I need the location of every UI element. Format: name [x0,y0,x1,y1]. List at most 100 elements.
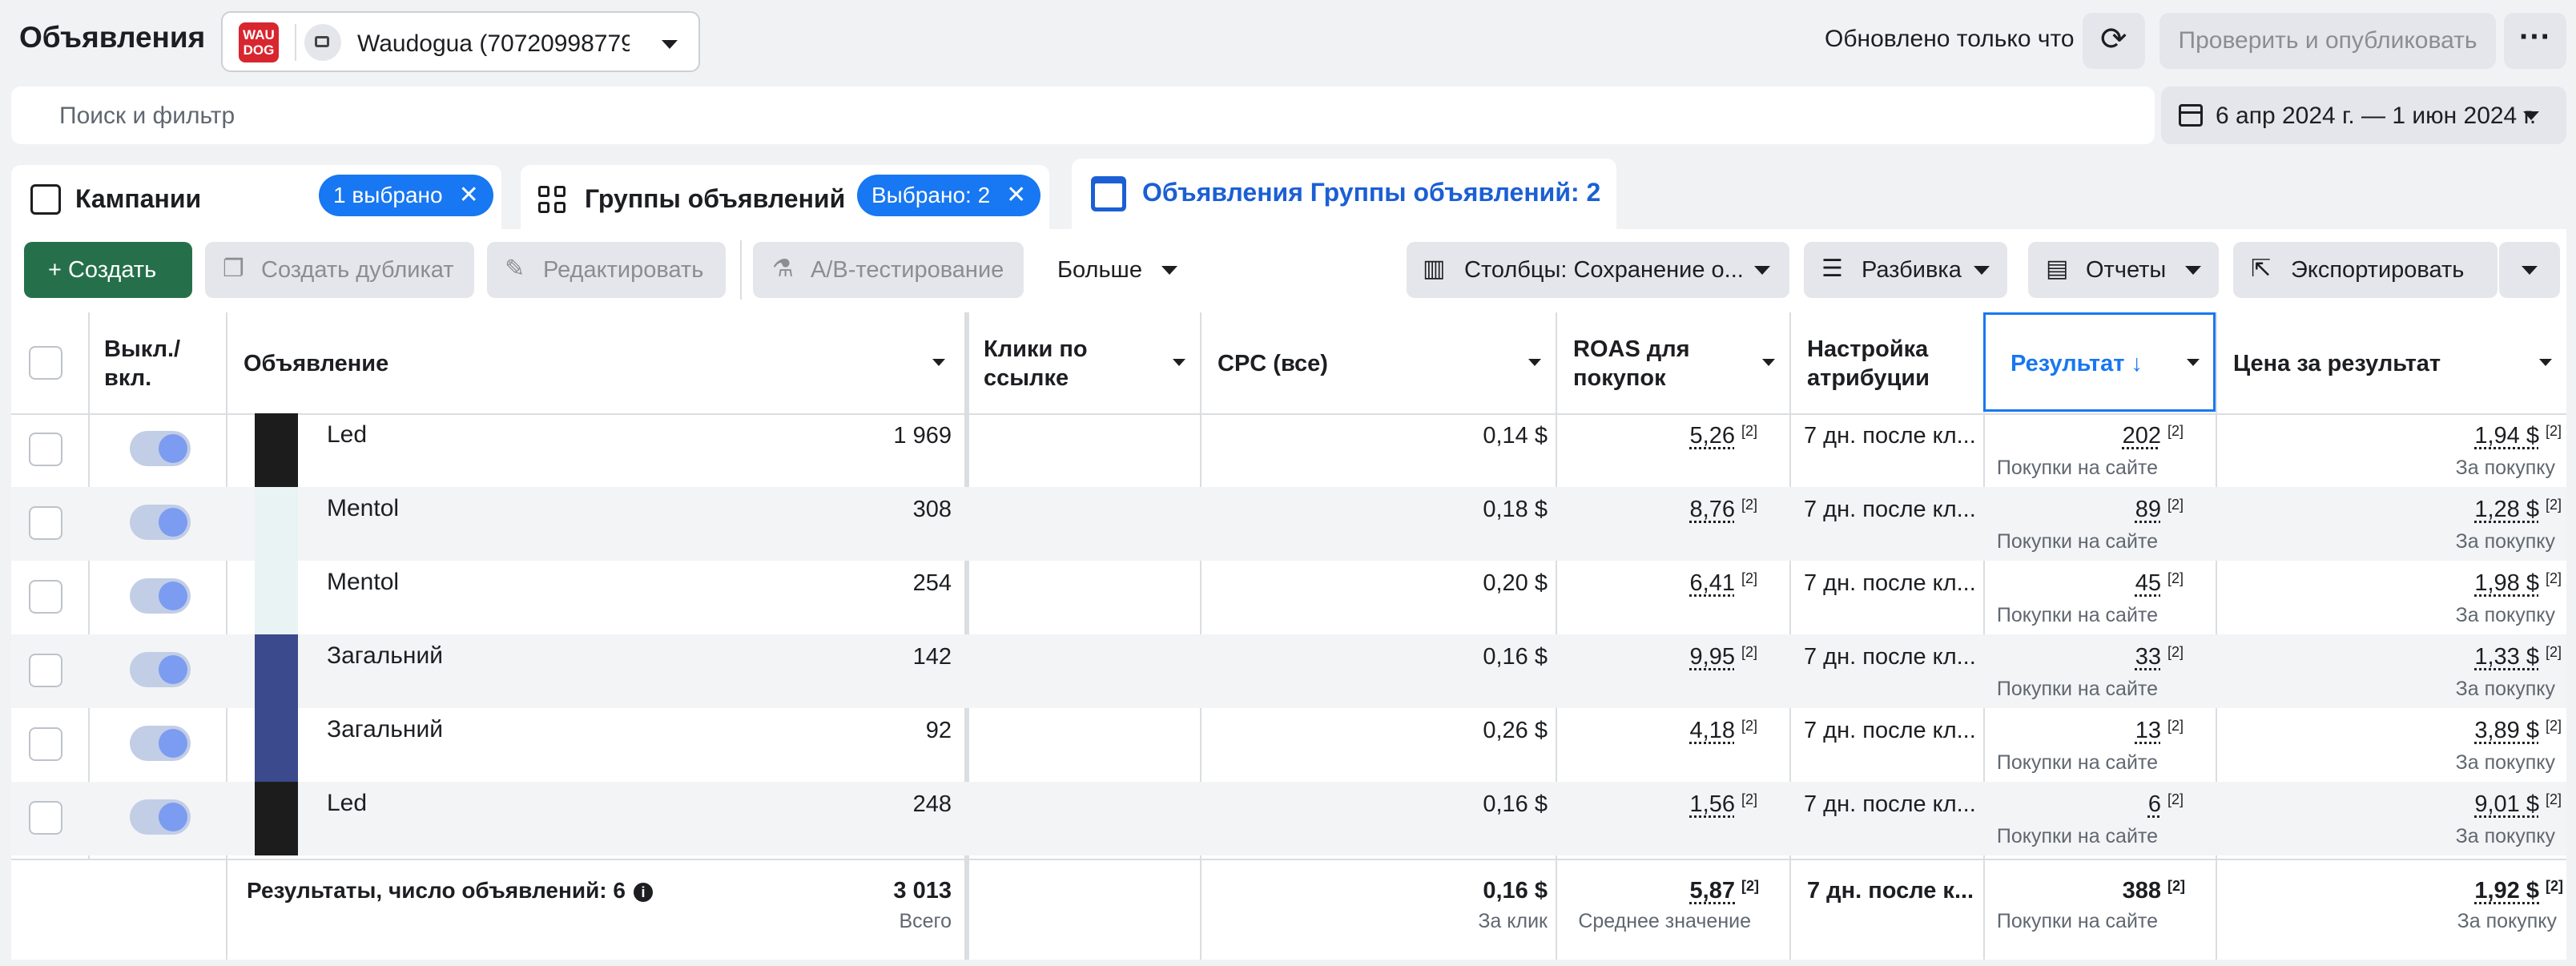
tab-ads[interactable]: Объявления Группы объявлений: 2 [1072,159,1616,232]
refresh-button[interactable] [2083,13,2145,69]
tab-campaigns[interactable]: Кампании 1 выбрано ✕ [11,165,501,235]
ad-thumbnail[interactable] [255,561,298,634]
columns-dropdown[interactable]: ▥ Столбцы: Сохранение о... [1407,242,1789,298]
cost-value[interactable]: 1,98 $ [2474,570,2539,596]
info-icon[interactable]: i [633,882,653,902]
search-input[interactable]: Поиск и фильтр [11,87,2155,144]
result-value[interactable]: 13 [2135,718,2161,743]
roas-value[interactable]: 6,41 [1689,570,1735,596]
row-checkbox[interactable] [29,801,62,835]
selected-badge[interactable]: 1 выбрано ✕ [319,175,493,216]
sort-caret-icon[interactable] [1762,359,1775,366]
sort-caret-icon[interactable] [1528,359,1541,366]
roas-value[interactable]: 5,26 [1689,423,1735,449]
select-all-checkbox[interactable] [29,346,62,380]
ad-name[interactable]: Mentol [327,495,400,521]
duplicate-button[interactable]: ❐ Создать дубликат [205,242,474,298]
attribution-cell: 7 дн. после кл... [1804,423,1976,449]
sort-caret-icon[interactable] [1173,359,1185,366]
summary-roas-sub: Среднее значение [1578,910,1751,932]
column-header-cpc[interactable]: CPC (все) [1218,351,1328,376]
ad-thumbnail[interactable] [255,487,298,561]
cost-value[interactable]: 9,01 $ [2474,791,2539,817]
ad-status-toggle[interactable] [130,799,191,835]
cpc-cell: 0,16 $ [1483,644,1548,670]
more-options-button[interactable]: ··· [2504,13,2566,69]
active-sort-column-header[interactable] [1983,312,2216,412]
result-value[interactable]: 45 [2135,570,2161,596]
footnote-marker: [2] [1741,570,1757,586]
ad-thumbnail[interactable] [255,634,298,708]
breakdown-dropdown[interactable]: ☰ Разбивка [1804,242,2007,298]
result-sub: Покупки на сайте [1996,604,2158,626]
ad-name[interactable]: Загальний [327,716,443,743]
row-checkbox[interactable] [29,654,62,687]
summary-cost: 1,92 $ [2] [2474,878,2563,904]
selected-badge[interactable]: Выбрано: 2 ✕ [857,175,1041,216]
column-header-ad[interactable]: Объявление [244,351,389,376]
ad-status-toggle[interactable] [130,578,191,614]
column-header-cost[interactable]: Цена за результат [2233,351,2441,376]
table-row[interactable]: Mentol 308 0,18 $ 8,76 [2] 7 дн. после кл... 8… [11,487,2566,561]
result-sub: Покупки на сайте [1996,457,2158,479]
export-button[interactable]: ⇱ Экспортировать [2233,242,2498,298]
cost-value[interactable]: 1,28 $ [2474,497,2539,522]
export-options-dropdown[interactable] [2499,242,2560,298]
cost-value[interactable]: 3,89 $ [2474,718,2539,743]
tab-ad-sets[interactable]: Группы объявлений Выбрано: 2 ✕ [521,165,1049,235]
summary-roas-value[interactable]: 5,87 [1689,878,1735,904]
sort-caret-icon[interactable] [2187,359,2200,366]
row-checkbox[interactable] [29,506,62,540]
table-row[interactable]: Загальний 142 0,16 $ 9,95 [2] 7 дн. после кл.… [11,634,2566,708]
ab-test-button[interactable]: ⚗ A/B-тестирование [753,242,1024,298]
close-icon[interactable]: ✕ [1006,182,1027,208]
row-checkbox[interactable] [29,580,62,614]
edit-button[interactable]: ✎ Редактировать [487,242,726,298]
column-header-result[interactable]: Результат ↓ [2010,351,2143,376]
result-value[interactable]: 33 [2135,644,2161,670]
roas-value[interactable]: 1,56 [1689,791,1735,817]
ad-thumbnail[interactable] [255,782,298,855]
ad-status-toggle[interactable] [130,652,191,687]
reports-dropdown[interactable]: ▤ Отчеты [2028,242,2219,298]
column-header-roas[interactable]: ROAS для покупок [1573,336,1690,391]
ad-thumbnail[interactable] [255,708,298,782]
ad-name[interactable]: Led [327,790,368,816]
ad-name[interactable]: Mentol [327,569,400,595]
more-dropdown[interactable]: Больше [1049,242,1185,298]
ad-status-toggle[interactable] [130,431,191,466]
cost-value[interactable]: 1,33 $ [2474,644,2539,670]
more-label: Больше [1057,257,1142,283]
ad-status-toggle[interactable] [130,505,191,540]
ad-thumbnail[interactable] [255,413,298,487]
result-value[interactable]: 6 [2147,791,2161,817]
sort-caret-icon[interactable] [932,359,945,366]
ad-name[interactable]: Загальний [327,642,443,669]
publish-button[interactable]: Проверить и опубликовать [2159,13,2496,69]
cost-value[interactable]: 1,94 $ [2474,423,2539,449]
table-row[interactable]: Загальний 92 0,26 $ 4,18 [2] 7 дн. после кл..… [11,708,2566,782]
roas-value[interactable]: 8,76 [1689,497,1735,522]
result-value[interactable]: 89 [2135,497,2161,522]
result-value[interactable]: 202 [2122,423,2161,449]
ad-status-toggle[interactable] [130,726,191,761]
column-header-clicks[interactable]: Клики по ссылке [984,336,1088,391]
roas-value[interactable]: 4,18 [1689,718,1735,743]
table-row[interactable]: Mentol 254 0,20 $ 6,41 [2] 7 дн. после кл... 4… [11,561,2566,634]
column-header-attribution[interactable]: Настройка атрибуции [1807,336,1930,391]
row-checkbox[interactable] [29,727,62,761]
create-button[interactable]: + Создать [24,242,192,298]
close-icon[interactable]: ✕ [458,182,479,208]
chevron-down-icon [2523,111,2539,120]
roas-value[interactable]: 9,95 [1689,644,1735,670]
table-row[interactable]: Led 248 0,16 $ 1,56 [2] 7 дн. после кл... 6 [2]… [11,782,2566,855]
sort-caret-icon[interactable] [2539,359,2552,366]
summary-cost-value[interactable]: 1,92 $ [2474,878,2539,904]
summary-clicks: 3 013 [893,878,952,904]
table-row[interactable]: Led 1 969 0,14 $ 5,26 [2] 7 дн. после кл... 20… [11,413,2566,487]
ad-name[interactable]: Led [327,421,368,448]
row-checkbox[interactable] [29,433,62,466]
date-range-picker[interactable]: 6 апр 2024 г. — 1 июн 2024 г. [2161,87,2566,144]
column-header-toggle[interactable]: Выкл./ вкл. [104,336,181,391]
